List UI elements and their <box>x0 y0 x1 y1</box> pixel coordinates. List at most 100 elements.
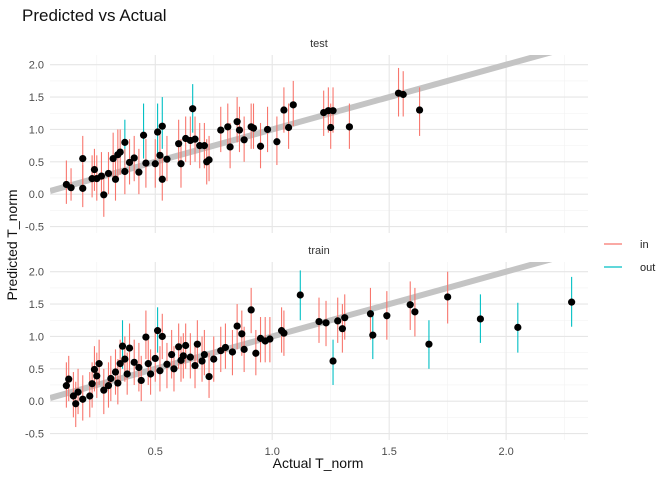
data-point <box>93 372 101 380</box>
data-point <box>177 160 185 168</box>
y-tick-label: -0.5 <box>25 222 44 234</box>
data-point <box>514 323 522 331</box>
data-point <box>154 128 162 136</box>
data-point <box>399 90 407 99</box>
data-point <box>341 314 349 322</box>
data-point <box>366 310 375 318</box>
data-point <box>266 335 274 343</box>
data-point <box>65 375 73 383</box>
data-point <box>114 379 122 387</box>
data-point <box>200 142 208 150</box>
data-point <box>79 184 87 192</box>
data-point <box>125 344 134 352</box>
data-point <box>224 123 232 131</box>
data-point <box>142 333 150 341</box>
data-point <box>191 361 199 370</box>
facet-strip-label: train <box>308 245 329 257</box>
data-point <box>116 148 124 156</box>
y-tick-label: 0.5 <box>29 364 44 376</box>
y-axis-title: Predicted T_norm <box>4 189 20 300</box>
data-point <box>329 357 337 365</box>
data-point <box>111 368 120 376</box>
data-point <box>415 106 424 114</box>
data-point <box>88 380 96 388</box>
data-point <box>104 382 113 390</box>
data-point <box>233 322 241 330</box>
data-point <box>121 355 129 363</box>
data-point <box>205 156 213 164</box>
y-tick-label: -0.5 <box>25 429 44 441</box>
y-tick-label: 1.0 <box>29 331 44 343</box>
data-point <box>163 360 171 368</box>
y-tick-label: 1.0 <box>29 124 44 136</box>
data-point <box>158 175 166 183</box>
y-tick-label: 0.0 <box>29 396 44 408</box>
data-point <box>252 349 260 357</box>
data-point <box>233 118 241 126</box>
data-point <box>240 136 248 144</box>
data-point <box>221 343 230 352</box>
data-point <box>193 340 201 348</box>
data-point <box>158 332 166 341</box>
data-point <box>118 342 127 350</box>
data-point <box>175 343 183 351</box>
x-axis-title: Actual T_norm <box>273 455 364 471</box>
x-tick-label: 2.0 <box>498 446 513 458</box>
data-point <box>329 107 337 115</box>
data-point <box>123 370 131 378</box>
data-point <box>156 367 164 375</box>
x-tick-label: 1.5 <box>382 446 397 458</box>
data-point <box>137 376 145 385</box>
data-point <box>107 374 115 383</box>
data-point <box>175 140 183 148</box>
data-point <box>476 315 484 323</box>
data-point <box>296 291 304 299</box>
data-point <box>86 392 94 400</box>
data-point <box>135 363 143 372</box>
legend-label-out: out <box>640 262 655 274</box>
legend-label-in: in <box>640 239 649 251</box>
data-point <box>210 355 218 363</box>
data-point <box>327 123 335 132</box>
data-point <box>240 345 248 353</box>
data-point <box>189 105 197 113</box>
data-point <box>198 357 206 365</box>
data-point <box>383 312 391 320</box>
data-point <box>280 106 288 114</box>
data-point <box>163 155 171 163</box>
data-point <box>95 360 103 368</box>
data-point <box>315 317 323 326</box>
data-point <box>130 358 138 366</box>
data-point <box>369 331 377 339</box>
data-point <box>425 340 433 348</box>
data-point <box>139 131 148 139</box>
data-point <box>168 350 176 359</box>
data-point <box>247 306 255 314</box>
facet-panels: test -0.5 0.0 0.5 1.0 1.5 2.0 train -0.5 0.0 0.5 1.… <box>25 38 588 458</box>
data-point <box>249 124 258 132</box>
y-tick-label: 1.5 <box>29 299 44 311</box>
data-point <box>228 348 237 356</box>
data-point <box>334 317 342 325</box>
data-point <box>121 138 129 146</box>
facet-strip-label: test <box>310 38 328 50</box>
data-point <box>79 154 87 163</box>
data-point <box>444 293 452 301</box>
data-point <box>130 154 138 162</box>
data-point <box>256 142 265 150</box>
data-point <box>182 341 190 350</box>
data-point <box>411 308 419 316</box>
data-point <box>121 167 129 176</box>
data-point <box>100 386 108 394</box>
data-point <box>72 400 80 408</box>
x-axis: 0.5 1.0 1.5 2.0 <box>148 446 514 458</box>
y-tick-label: 1.5 <box>29 92 44 104</box>
x-tick-label: 1.0 <box>265 446 280 458</box>
data-point <box>158 122 166 130</box>
data-point <box>322 319 330 327</box>
data-point <box>146 370 155 378</box>
data-point <box>62 382 70 390</box>
data-point <box>338 325 346 333</box>
data-point <box>289 101 297 109</box>
